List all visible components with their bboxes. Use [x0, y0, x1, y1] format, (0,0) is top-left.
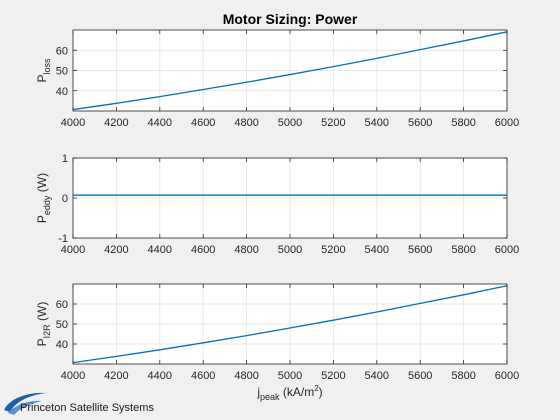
x-tick-label: 5800 [451, 370, 475, 382]
plots-area: 4000 4200 4400 4600 4800 5000 5200 5400 5600 5800… [35, 11, 519, 402]
x-tick-label: 5800 [451, 117, 475, 129]
x-tick-label: 4600 [191, 370, 215, 382]
x-tick-label: 4400 [148, 117, 172, 129]
x-tick-label: 4000 [61, 370, 85, 382]
x-tick-label: 5600 [408, 244, 432, 256]
x-tick-label: 4200 [104, 117, 128, 129]
y-tick-label: -1 [58, 233, 68, 245]
y-tick-label: 60 [56, 299, 68, 311]
x-tick-label: 4200 [104, 244, 128, 256]
y-tick-label: 50 [56, 66, 68, 78]
y-axis-label: Ploss [35, 58, 52, 83]
x-tick-label: 5600 [408, 117, 432, 129]
x-tick-label: 5000 [278, 370, 302, 382]
x-tick-label: 4200 [104, 370, 128, 382]
y-tick-label: 40 [56, 339, 68, 351]
x-tick-label: 6000 [495, 117, 519, 129]
y-axis-label: Peddy (W) [35, 173, 52, 223]
chart-title: Motor Sizing: Power [223, 11, 358, 27]
x-axis-label: jpeak (kA/m2) [256, 384, 322, 402]
subplot-2: 4000 4200 4400 4600 4800 5000 5200 5400 5600 5800… [35, 153, 519, 256]
x-tick-label: 5400 [365, 117, 389, 129]
y-tick-label: 50 [56, 319, 68, 331]
x-tick-label: 5800 [451, 244, 475, 256]
subplot-1: 4000 4200 4400 4600 4800 5000 5200 5400 5600 5800… [35, 11, 519, 129]
series-line-1 [72, 31, 508, 111]
x-tick-label: 4000 [61, 244, 85, 256]
y-tick-label: 0 [62, 193, 68, 205]
x-tick-label: 5200 [321, 117, 345, 129]
x-tick-label: 4000 [61, 117, 85, 129]
x-tick-label: 6000 [495, 244, 519, 256]
subplot-3: 4000 4200 4400 4600 4800 5000 5200 5400 5600 5800… [35, 283, 519, 402]
x-tick-label: 4600 [191, 117, 215, 129]
logo-text: Princeton Satellite Systems [20, 402, 154, 414]
x-tick-label: 4800 [234, 370, 258, 382]
x-tick-label: 5000 [278, 244, 302, 256]
y-tick-label: 60 [56, 45, 68, 57]
y-axis-label: PI2R (W) [35, 302, 52, 347]
y-tick-label: 1 [62, 153, 68, 165]
x-tick-label: 5200 [321, 370, 345, 382]
x-tick-label: 4800 [234, 117, 258, 129]
swoosh-logo-icon [4, 392, 46, 415]
x-tick-label: 4400 [148, 370, 172, 382]
y-tick-label: 40 [56, 86, 68, 98]
x-tick-label: 5000 [278, 117, 302, 129]
series-line-1 [72, 285, 508, 364]
x-tick-label: 5400 [365, 244, 389, 256]
x-tick-label: 4800 [234, 244, 258, 256]
x-tick-label: 4600 [191, 244, 215, 256]
x-tick-label: 6000 [495, 370, 519, 382]
x-tick-label: 4400 [148, 244, 172, 256]
x-tick-label: 5200 [321, 244, 345, 256]
x-tick-label: 5600 [408, 370, 432, 382]
company-logo: Princeton Satellite Systems [4, 392, 154, 415]
x-tick-label: 5400 [365, 370, 389, 382]
